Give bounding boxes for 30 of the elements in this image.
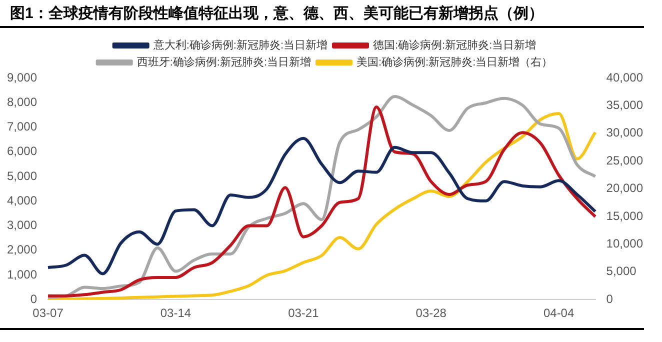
legend-label: 意大利:确诊病例:新冠肺炎:当日新增: [152, 38, 328, 52]
x-tick-label: 03-14: [160, 306, 192, 320]
x-tick-label: 03-21: [288, 306, 320, 320]
y2-tick-label: 0: [606, 292, 614, 306]
y2-tick-label: 40,000: [606, 70, 644, 84]
y-tick-label: 2,000: [7, 242, 38, 257]
y2-tick-label: 25,000: [606, 153, 644, 168]
y2-tick-label: 5,000: [606, 264, 637, 278]
y-tick-label: 6,000: [7, 144, 38, 158]
x-tick-label: 03-07: [32, 306, 64, 320]
chart-title: 图1：全球疫情有阶段性峰值特征出现，意、德、西、美可能已有新增拐点（例）: [0, 0, 644, 28]
legend-label: 美国:确诊病例:新冠肺炎:当日新增（右）: [356, 56, 553, 69]
x-tick-label: 03-28: [416, 306, 447, 320]
y2-tick-label: 30,000: [606, 126, 644, 140]
y-tick-label: 5,000: [7, 168, 38, 183]
y2-tick-label: 20,000: [606, 181, 644, 196]
x-tick-label: 04-04: [543, 306, 574, 320]
y2-tick-label: 35,000: [606, 98, 644, 112]
legend-label: 德国:确诊病例:新冠肺炎:当日新增: [373, 38, 536, 52]
y2-tick-label: 10,000: [606, 236, 644, 251]
y-tick-label: 1,000: [7, 267, 38, 282]
legend-label: 西班牙:确诊病例:新冠肺炎:当日新增: [136, 56, 312, 69]
y-tick-label: 7,000: [7, 120, 38, 134]
line-series: [46, 136, 597, 276]
y-tick-label: 9,000: [7, 70, 38, 84]
y-tick-label: 8,000: [7, 94, 38, 109]
y-tick-label: 3,000: [7, 218, 38, 232]
y-tick-label: 4,000: [7, 193, 38, 208]
y2-tick-label: 15,000: [606, 208, 644, 223]
y-tick-label: 0: [30, 292, 38, 306]
